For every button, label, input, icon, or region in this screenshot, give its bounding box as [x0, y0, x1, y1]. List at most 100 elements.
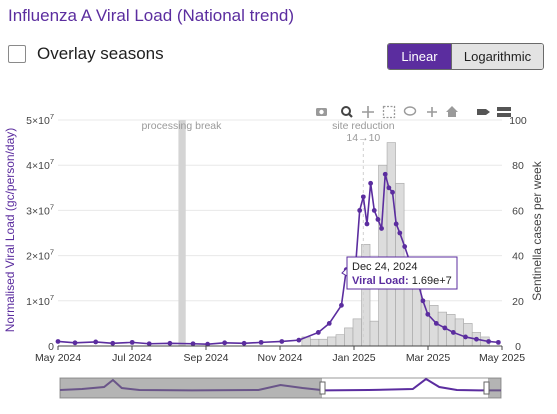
viral-load-point[interactable]	[442, 325, 448, 331]
pan-cross	[362, 106, 374, 118]
zoom-icon[interactable]	[341, 106, 353, 118]
viral-load-point[interactable]	[450, 330, 456, 335]
home-shape	[446, 106, 458, 117]
viral-load-point[interactable]	[364, 221, 370, 227]
viral-load-point[interactable]	[393, 221, 399, 227]
viral-load-point[interactable]	[241, 340, 247, 346]
sentinella-bar	[352, 318, 362, 347]
hover-compare-icon[interactable]	[497, 107, 511, 117]
viral-load-point[interactable]	[402, 244, 408, 249]
viral-load-point[interactable]	[371, 208, 377, 213]
viral-load-point[interactable]	[110, 340, 116, 346]
box-select-icon[interactable]	[382, 105, 396, 119]
sentinella-bar	[318, 338, 328, 347]
viral-load-point[interactable]	[129, 339, 135, 345]
hover-closest-shape	[477, 109, 490, 115]
y2-tick-label: 20	[512, 296, 524, 308]
viral-load-point[interactable]	[382, 171, 388, 177]
viral-load-point[interactable]	[433, 321, 439, 326]
sentinella-bar	[369, 320, 379, 347]
overlay-seasons-checkbox[interactable]	[8, 45, 26, 63]
viral-load-point[interactable]	[368, 180, 374, 186]
x-tick-label: Mar 2025	[406, 352, 451, 364]
y2-tick-label: 60	[512, 205, 524, 217]
viral-load-point[interactable]	[190, 341, 196, 347]
viral-load-point[interactable]	[279, 339, 285, 344]
sentinella-bar	[454, 318, 464, 347]
sentinella-bar	[310, 338, 320, 347]
lasso-select-icon[interactable]	[403, 106, 417, 116]
viral-load-point[interactable]	[167, 340, 173, 346]
viral-load-point[interactable]	[495, 339, 501, 345]
chart-toolbar	[316, 105, 511, 119]
viral-load-point[interactable]	[326, 321, 332, 326]
x-tick-label: May 2025	[479, 352, 525, 364]
lasso-shape	[403, 106, 417, 116]
y-tick-label: 1×107	[26, 293, 54, 308]
x-tick-label: May 2024	[35, 352, 81, 364]
viral-load-point[interactable]	[339, 302, 344, 308]
x-tick-label: Sep 2024	[184, 352, 229, 364]
x-tick-label: Jul 2024	[112, 352, 152, 364]
logarithmic-scale-button[interactable]: Logarithmic	[451, 44, 543, 69]
tooltip-pointer	[341, 266, 348, 277]
hover-compare-bar-bottom	[497, 113, 511, 117]
y-tick-label: 0	[48, 341, 54, 353]
x-tick-label: Nov 2024	[258, 352, 303, 364]
y-tick-label: 4×107	[26, 157, 54, 172]
viral-load-point[interactable]	[474, 336, 479, 342]
y2-tick-label: 80	[512, 160, 524, 172]
viral-load-point[interactable]	[55, 339, 61, 344]
processing-break-label: processing break	[141, 120, 222, 132]
camera-icon[interactable]	[316, 108, 327, 116]
range-slider-handle-left[interactable]	[319, 381, 326, 395]
viral-load-point[interactable]	[379, 226, 384, 231]
viral-load-point[interactable]	[425, 311, 431, 317]
viral-load-point[interactable]	[386, 185, 392, 191]
sentinella-bar	[344, 327, 354, 347]
site-reduction-sublabel: 14→10	[346, 132, 380, 144]
viral-load-point[interactable]	[205, 341, 211, 347]
tooltip-date: Dec 24, 2024	[352, 261, 417, 273]
zoom-in-shape	[427, 107, 437, 117]
viral-load-point[interactable]	[420, 298, 426, 304]
viral-load-point[interactable]	[315, 330, 321, 335]
home-icon[interactable]	[446, 106, 458, 117]
range-slider-handle-right[interactable]	[483, 381, 490, 395]
y2-tick-label: 40	[512, 251, 524, 263]
x-tick-label: Jan 2025	[332, 352, 375, 364]
viral-load-point[interactable]	[93, 339, 99, 345]
viral-load-point[interactable]	[360, 194, 366, 200]
viral-load-point[interactable]	[222, 340, 228, 346]
viral-load-point[interactable]	[296, 337, 302, 343]
linear-scale-button[interactable]: Linear	[388, 44, 451, 69]
viral-load-point[interactable]	[146, 341, 152, 347]
viral-load-point[interactable]	[72, 340, 78, 346]
viral-load-point[interactable]	[463, 334, 468, 340]
viral-load-point[interactable]	[486, 339, 492, 344]
range-slider-mask-right	[488, 378, 501, 398]
zoom-in-icon[interactable]	[427, 107, 437, 117]
range-slider[interactable]	[59, 377, 502, 399]
viral-load-point[interactable]	[258, 339, 264, 345]
hover-tooltip: Dec 24, 2024 Viral Load: 1.69e+7	[341, 256, 458, 290]
viral-load-point[interactable]	[397, 230, 403, 236]
camera-lens	[319, 109, 324, 115]
overlay-seasons-toggle[interactable]: Overlay seasons	[8, 44, 164, 64]
sentinella-bar	[327, 336, 337, 347]
y-axis-title: Normalised Viral Load (gc/person/day)	[3, 128, 17, 333]
sentinella-bar	[378, 164, 388, 347]
pan-icon[interactable]	[362, 106, 374, 118]
y2-axis-title: Sentinella cases per week	[530, 160, 544, 300]
tooltip-value: Viral Load: 1.69e+7	[352, 275, 452, 287]
hover-closest-icon[interactable]	[477, 109, 490, 115]
viral-load-point[interactable]	[357, 208, 363, 213]
y-tick-label: 2×107	[26, 248, 54, 263]
viral-load-point[interactable]	[375, 217, 381, 222]
zoom-handle	[348, 113, 353, 118]
overlay-seasons-label: Overlay seasons	[37, 44, 164, 63]
y-tick-label: 5×107	[26, 112, 54, 127]
sentinella-bar	[386, 142, 396, 347]
viral-load-point[interactable]	[390, 189, 395, 195]
